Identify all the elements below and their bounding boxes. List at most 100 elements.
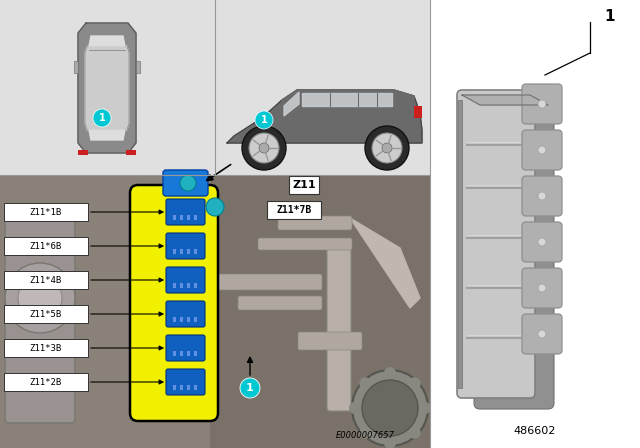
Bar bbox=[187, 317, 190, 322]
FancyBboxPatch shape bbox=[267, 201, 321, 219]
FancyBboxPatch shape bbox=[522, 84, 562, 124]
Bar bbox=[187, 215, 190, 220]
FancyBboxPatch shape bbox=[166, 233, 205, 259]
FancyBboxPatch shape bbox=[4, 373, 88, 391]
Circle shape bbox=[419, 402, 431, 414]
Bar bbox=[180, 351, 183, 356]
Polygon shape bbox=[302, 93, 392, 106]
FancyBboxPatch shape bbox=[278, 216, 352, 230]
Circle shape bbox=[409, 427, 420, 439]
FancyBboxPatch shape bbox=[4, 237, 88, 255]
Circle shape bbox=[255, 111, 273, 129]
FancyBboxPatch shape bbox=[4, 271, 88, 289]
Circle shape bbox=[372, 133, 402, 163]
Circle shape bbox=[384, 367, 396, 379]
Circle shape bbox=[538, 146, 546, 154]
FancyBboxPatch shape bbox=[522, 222, 562, 262]
Bar bbox=[458, 100, 462, 388]
Text: 486602: 486602 bbox=[514, 426, 556, 436]
Bar bbox=[210, 175, 430, 448]
FancyBboxPatch shape bbox=[166, 301, 205, 327]
FancyBboxPatch shape bbox=[130, 185, 218, 421]
Circle shape bbox=[384, 437, 396, 448]
Circle shape bbox=[240, 378, 260, 398]
Text: Z11*7B: Z11*7B bbox=[276, 205, 312, 215]
FancyBboxPatch shape bbox=[166, 369, 205, 395]
Circle shape bbox=[365, 126, 409, 170]
Polygon shape bbox=[85, 46, 129, 130]
FancyBboxPatch shape bbox=[474, 99, 554, 409]
Bar bbox=[187, 249, 190, 254]
Polygon shape bbox=[462, 95, 548, 105]
FancyBboxPatch shape bbox=[238, 296, 322, 310]
Bar bbox=[180, 215, 183, 220]
Text: Z11*1B: Z11*1B bbox=[30, 207, 62, 216]
FancyBboxPatch shape bbox=[289, 176, 319, 194]
Circle shape bbox=[538, 192, 546, 200]
FancyBboxPatch shape bbox=[166, 267, 205, 293]
Polygon shape bbox=[282, 90, 414, 108]
Bar bbox=[194, 249, 197, 254]
FancyBboxPatch shape bbox=[522, 130, 562, 170]
Bar bbox=[187, 351, 190, 356]
FancyBboxPatch shape bbox=[298, 332, 362, 350]
Bar bbox=[194, 283, 197, 288]
Circle shape bbox=[206, 198, 224, 216]
Text: Z11*4B: Z11*4B bbox=[30, 276, 62, 284]
FancyBboxPatch shape bbox=[4, 339, 88, 357]
Polygon shape bbox=[284, 92, 299, 116]
FancyBboxPatch shape bbox=[258, 238, 352, 250]
Circle shape bbox=[538, 330, 546, 338]
Bar bbox=[173, 317, 176, 322]
Bar bbox=[180, 317, 183, 322]
Bar bbox=[180, 249, 183, 254]
Bar bbox=[194, 317, 197, 322]
Circle shape bbox=[93, 109, 111, 127]
FancyBboxPatch shape bbox=[166, 335, 205, 361]
FancyBboxPatch shape bbox=[457, 90, 535, 398]
Bar bbox=[136, 61, 140, 73]
Bar bbox=[0, 0, 215, 175]
Bar bbox=[194, 385, 197, 390]
Bar bbox=[414, 106, 422, 118]
Circle shape bbox=[5, 263, 75, 333]
Polygon shape bbox=[227, 90, 422, 143]
Bar bbox=[173, 215, 176, 220]
Bar bbox=[173, 249, 176, 254]
Bar bbox=[194, 351, 197, 356]
Bar bbox=[180, 385, 183, 390]
Bar bbox=[74, 61, 78, 73]
Circle shape bbox=[359, 377, 371, 389]
Circle shape bbox=[352, 370, 428, 446]
Circle shape bbox=[259, 143, 269, 153]
Circle shape bbox=[180, 175, 196, 191]
Bar bbox=[215, 0, 430, 175]
Text: Z11*3B: Z11*3B bbox=[30, 344, 62, 353]
Circle shape bbox=[349, 402, 361, 414]
Bar bbox=[187, 385, 190, 390]
Circle shape bbox=[359, 427, 371, 439]
Text: Z11*5B: Z11*5B bbox=[30, 310, 62, 319]
Bar bbox=[180, 283, 183, 288]
Text: 1: 1 bbox=[246, 383, 254, 393]
Text: 1: 1 bbox=[605, 9, 615, 23]
Circle shape bbox=[409, 377, 420, 389]
Circle shape bbox=[538, 100, 546, 108]
Text: Z11*2B: Z11*2B bbox=[30, 378, 62, 387]
Circle shape bbox=[249, 133, 279, 163]
Bar bbox=[0, 175, 430, 448]
Circle shape bbox=[538, 238, 546, 246]
FancyBboxPatch shape bbox=[522, 268, 562, 308]
Bar bbox=[126, 150, 136, 155]
FancyBboxPatch shape bbox=[218, 274, 322, 290]
Circle shape bbox=[18, 276, 62, 320]
FancyBboxPatch shape bbox=[166, 199, 205, 225]
Bar bbox=[430, 0, 640, 448]
Bar bbox=[0, 175, 430, 448]
Polygon shape bbox=[78, 23, 136, 153]
Polygon shape bbox=[89, 36, 125, 46]
Bar bbox=[173, 351, 176, 356]
Bar bbox=[173, 385, 176, 390]
FancyBboxPatch shape bbox=[4, 203, 88, 221]
FancyBboxPatch shape bbox=[5, 213, 75, 423]
